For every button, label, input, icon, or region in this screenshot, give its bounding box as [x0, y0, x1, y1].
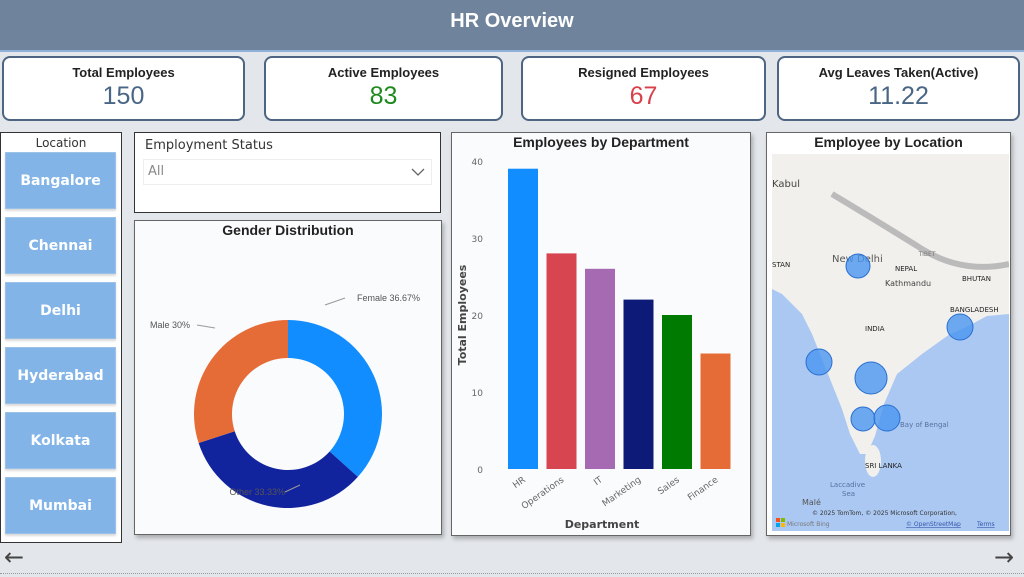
kpi-value: 67: [629, 82, 658, 110]
map-label: BANGLADESH: [950, 306, 999, 314]
kpi-value: 11.22: [868, 82, 929, 110]
donut-slice-other[interactable]: [198, 431, 358, 508]
arrow-right-icon[interactable]: →: [994, 543, 1015, 571]
bar-finance[interactable]: [700, 353, 731, 470]
bar-marketing[interactable]: [623, 299, 654, 469]
y-tick-label: 30: [472, 235, 484, 245]
kpi-label: Avg Leaves Taken(Active): [818, 65, 979, 80]
bar-it[interactable]: [585, 268, 615, 469]
leader-line: [284, 484, 301, 493]
employment-status-slicer: Employment Status All: [134, 132, 441, 213]
map-label: INDIA: [865, 325, 885, 333]
map-label: NEPAL: [895, 265, 917, 273]
x-tick-label: Finance: [686, 475, 720, 503]
page-title: HR Overview: [450, 10, 574, 32]
location-slicer-title: Location: [35, 136, 87, 150]
kpi-label: Resigned Employees: [578, 65, 709, 80]
bubble-mumbai[interactable]: [805, 348, 833, 376]
leader-line: [196, 324, 216, 329]
location-button-bangalore[interactable]: Bangalore: [5, 152, 116, 209]
slice-label: Male 30%: [150, 320, 190, 330]
location-button-delhi[interactable]: Delhi: [5, 282, 116, 339]
map-label: Laccadive: [830, 481, 865, 489]
chart-title: Gender Distribution: [222, 222, 354, 238]
kpi-value: 83: [369, 82, 398, 110]
kpi-active-employees: Active Employees 83: [264, 56, 503, 121]
bing-logo-icon: [781, 518, 785, 522]
chart-title: Employees by Department: [513, 134, 689, 150]
location-button-chennai[interactable]: Chennai: [5, 217, 116, 274]
map-label: Bay of Bengal: [900, 421, 949, 429]
header: HR Overview: [0, 0, 1024, 52]
x-tick-label: Sales: [656, 475, 682, 497]
himalaya-relief: [830, 191, 1009, 270]
status-slicer-title: Employment Status: [145, 138, 273, 153]
land: [772, 154, 1009, 454]
location-map: Employee by Location Kabul TIBET New Delhi…: [766, 132, 1011, 536]
y-tick-label: 40: [472, 158, 484, 168]
slice-label: Other 33.33%: [229, 487, 285, 497]
donut-slice-male[interactable]: [194, 320, 288, 444]
map-attribution: © 2025 TomTom, © 2025 Microsoft Corporat…: [812, 510, 957, 517]
bubble-kolkata[interactable]: [946, 313, 974, 341]
kpi-label: Total Employees: [72, 65, 175, 80]
terms-link[interactable]: Terms: [976, 521, 995, 528]
map-label: Kabul: [772, 179, 800, 190]
location-button-kolkata[interactable]: Kolkata: [5, 412, 116, 469]
y-tick-label: 0: [477, 466, 483, 476]
bubble-chennai[interactable]: [873, 404, 901, 432]
chevron-down-icon: [411, 168, 425, 176]
location-button-hyderabad[interactable]: Hyderabad: [5, 347, 116, 404]
status-dropdown[interactable]: All: [143, 159, 432, 185]
map-label: Sea: [842, 490, 855, 498]
osm-link[interactable]: © OpenStreetMap: [906, 521, 961, 528]
bing-logo-icon: [781, 523, 785, 527]
y-tick-label: 10: [472, 389, 484, 399]
map-label: Malé: [802, 497, 821, 507]
kpi-resigned-employees: Resigned Employees 67: [521, 56, 766, 121]
map-brand: Microsoft Bing: [787, 521, 830, 528]
bubble-hyderabad[interactable]: [854, 361, 888, 395]
slice-label: Female 36.67%: [357, 293, 420, 303]
map-label: SRI LANKA: [865, 462, 902, 470]
x-axis-title: Department: [565, 518, 640, 531]
x-tick-label: Marketing: [601, 475, 643, 509]
divider: [0, 573, 1024, 574]
map-label: TIBET: [917, 251, 935, 258]
chart-title: Employee by Location: [814, 134, 963, 150]
bing-logo-icon: [776, 518, 780, 522]
leader-line: [324, 297, 346, 306]
bar-operations[interactable]: [546, 253, 577, 469]
arrow-left-icon[interactable]: ←: [4, 543, 25, 571]
x-tick-label: IT: [592, 475, 605, 488]
donut-svg: Female 36.67% Other 33.33% Male 30%: [150, 293, 420, 508]
kpi-avg-leaves: Avg Leaves Taken(Active) 11.22: [777, 56, 1020, 121]
department-bar-chart: Employees by Department 0 10 20 30 40 HR Opera…: [451, 132, 751, 536]
map-label: Kathmandu: [885, 279, 931, 288]
bar-sales[interactable]: [662, 315, 692, 469]
bubble-delhi[interactable]: [845, 253, 871, 279]
bar-hr[interactable]: [508, 168, 538, 469]
kpi-value: 150: [102, 82, 145, 110]
y-tick-label: 20: [472, 312, 484, 322]
map-label: STAN: [772, 261, 790, 269]
status-dropdown-value: All: [148, 164, 165, 179]
kpi-label: Active Employees: [327, 65, 440, 80]
y-axis-title: Total Employees: [456, 264, 469, 365]
kpi-total-employees: Total Employees 150: [2, 56, 245, 121]
donut-slice-female[interactable]: [288, 320, 382, 477]
x-tick-label: HR: [511, 475, 527, 491]
location-slicer: Location Bangalore Chennai Delhi Hyderabad K…: [0, 132, 122, 543]
location-button-mumbai[interactable]: Mumbai: [5, 477, 116, 534]
map-label: BHUTAN: [962, 275, 991, 283]
bing-logo-icon: [776, 523, 780, 527]
bubble-bangalore[interactable]: [850, 406, 876, 432]
x-tick-label: Operations: [520, 475, 567, 512]
gender-distribution-chart: Gender Distribution Female 36.67% Other 3…: [134, 220, 442, 535]
sri-lanka-land: [865, 445, 881, 477]
